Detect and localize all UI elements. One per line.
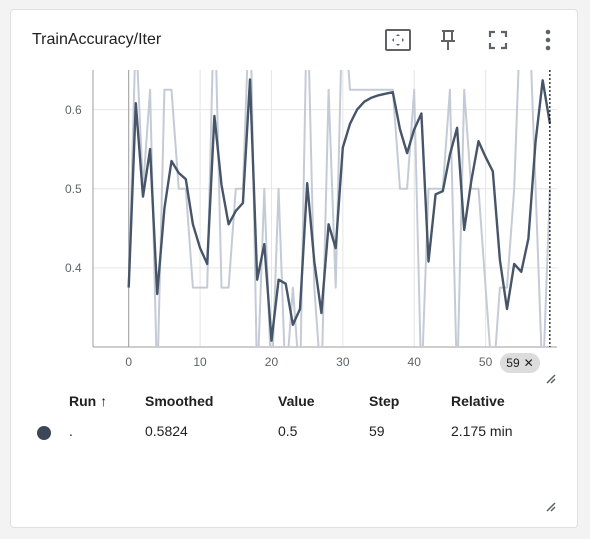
more-vert-icon	[545, 29, 551, 51]
resize-chart-icon[interactable]	[545, 373, 557, 385]
column-header-value: Value	[278, 393, 315, 409]
pin-icon	[441, 30, 455, 50]
scalar-card: TrainAccuracy/Iter 59 ✕ Run ↑ Smoothed V…	[10, 9, 578, 528]
fullscreen-icon	[488, 30, 508, 50]
raw-series-line	[127, 70, 551, 347]
y-tick-label: 0.5	[65, 181, 82, 196]
line-chart[interactable]	[11, 10, 579, 390]
raw-value: 0.5	[278, 423, 298, 439]
close-icon[interactable]: ✕	[523, 356, 534, 370]
resize-table-icon[interactable]	[545, 501, 557, 513]
column-header-step: Step	[369, 393, 400, 409]
fullscreen-button[interactable]	[484, 26, 512, 54]
x-tick-label: 0	[125, 355, 133, 369]
column-header-run[interactable]: Run ↑	[69, 393, 108, 409]
smoothed-series-line	[127, 78, 552, 342]
relative-time: 2.175 min	[451, 423, 513, 439]
y-tick-label: 0.4	[65, 260, 82, 275]
step-value: 59	[369, 423, 385, 439]
more-menu-button[interactable]	[534, 26, 562, 54]
fit-domain-button[interactable]	[384, 26, 412, 54]
step-chip[interactable]: 59 ✕	[500, 353, 540, 373]
pin-button[interactable]	[434, 26, 462, 54]
x-tick-label: 20	[264, 355, 279, 369]
step-chip-label: 59	[506, 356, 520, 370]
x-tick-label: 40	[407, 355, 421, 369]
smoothed-value: 0.5824	[145, 423, 188, 439]
x-tick-label: 50	[478, 355, 493, 369]
run-color-dot	[37, 426, 51, 440]
y-tick-label: 0.6	[65, 102, 82, 117]
card-title: TrainAccuracy/Iter	[32, 31, 162, 48]
run-name: .	[69, 423, 73, 439]
x-tick-label: 30	[336, 355, 350, 369]
x-tick-label: 10	[193, 355, 207, 369]
column-header-relative: Relative	[451, 393, 505, 409]
column-header-smoothed: Smoothed	[145, 393, 214, 409]
fit-to-data-icon	[385, 29, 411, 51]
